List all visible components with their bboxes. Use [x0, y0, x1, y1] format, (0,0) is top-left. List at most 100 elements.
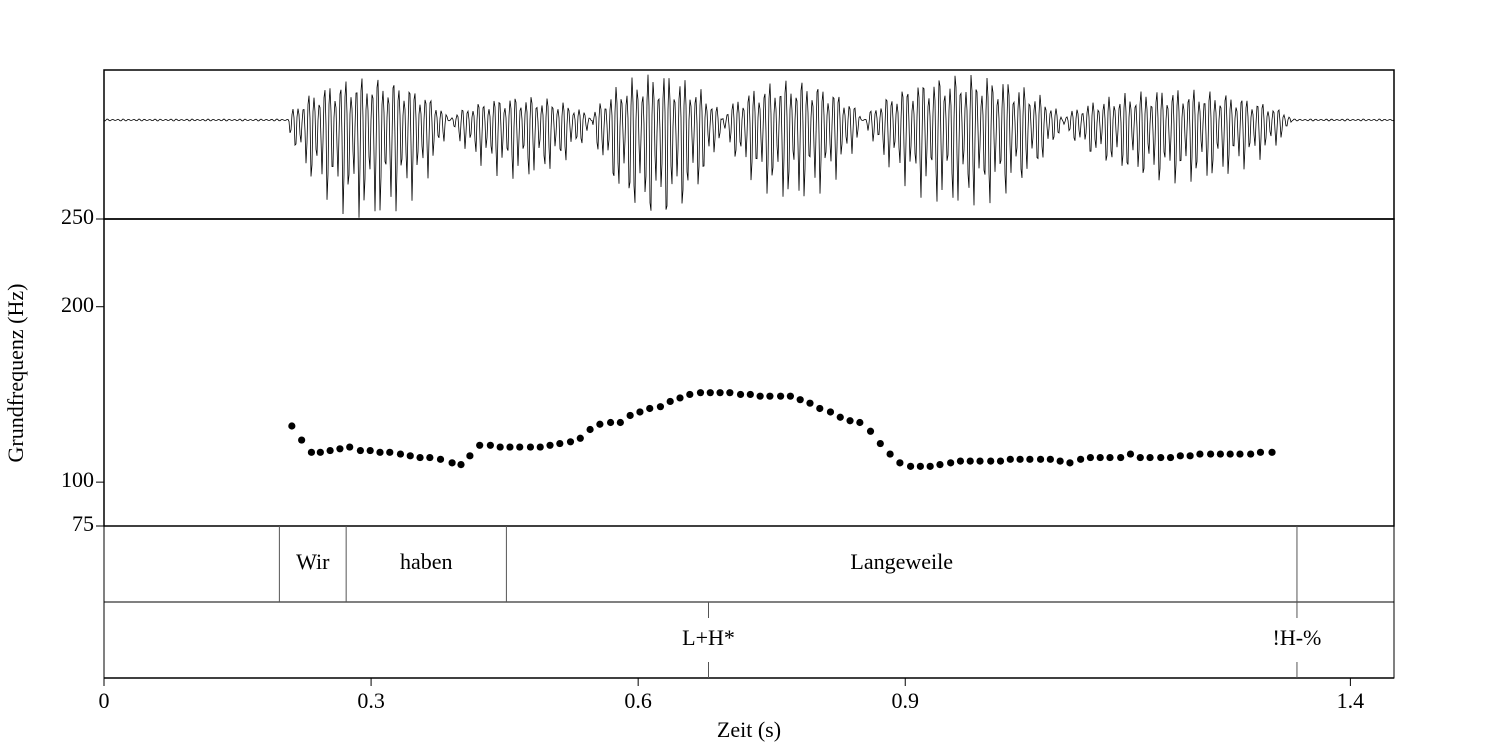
x-axis-label: Zeit (s)	[717, 717, 781, 742]
pitch-frame	[103, 218, 1395, 527]
waveform-frame	[103, 69, 1395, 220]
pitch-point	[356, 446, 364, 455]
pitch-point	[706, 389, 714, 397]
pitch-point	[1006, 455, 1014, 463]
pitch-point	[316, 448, 324, 456]
pitch-point	[786, 392, 794, 400]
pitch-point	[636, 408, 644, 416]
pitch-point	[1247, 450, 1255, 458]
pitch-point	[777, 392, 785, 400]
y-tick-label: 250	[61, 204, 94, 229]
pitch-point	[666, 397, 674, 406]
pitch-point	[846, 417, 854, 425]
pitch-point	[448, 459, 456, 467]
pitch-point	[1207, 450, 1215, 458]
pitch-point	[406, 452, 414, 460]
pitch-point	[346, 443, 354, 451]
pitch-point	[1096, 453, 1104, 462]
pitch-point	[906, 462, 915, 470]
pitch-point	[426, 453, 434, 462]
pitch-point	[766, 392, 774, 400]
x-tick-label: 0.6	[624, 688, 652, 713]
pitch-point	[546, 441, 554, 449]
pitch-point	[336, 445, 344, 453]
pitch-point	[596, 420, 604, 428]
pitch-point	[947, 459, 955, 467]
pitch-point	[916, 462, 924, 470]
pitch-point	[756, 392, 764, 400]
pitch-point	[386, 448, 394, 456]
word-label: Wir	[296, 549, 330, 574]
pitch-point	[1026, 455, 1034, 463]
pitch-point	[686, 390, 694, 399]
pitch-point	[1086, 453, 1095, 462]
pitch-point	[826, 408, 835, 416]
pitch-point	[726, 389, 734, 397]
y-axis-label: Grundfrequenz (Hz)	[3, 284, 28, 463]
pitch-point	[836, 413, 844, 421]
pitch-point	[556, 439, 564, 448]
y-tick-label: 100	[61, 467, 94, 492]
pitch-point	[1157, 453, 1165, 462]
pitch-point	[1216, 450, 1224, 458]
pitch-point	[516, 443, 524, 451]
pitch-point	[886, 450, 894, 458]
word-label: haben	[400, 549, 453, 574]
pitch-point	[416, 453, 424, 462]
pitch-point	[616, 418, 624, 427]
pitch-point	[1036, 455, 1045, 463]
pitch-point	[896, 459, 904, 467]
tone-tier-frame	[103, 601, 1395, 679]
pitch-point	[1196, 450, 1204, 458]
pitch-point	[1066, 459, 1074, 467]
pitch-point	[1126, 450, 1135, 458]
pitch-point	[1176, 452, 1184, 460]
pitch-point	[987, 457, 995, 465]
tone-label: !H-%	[1273, 625, 1322, 650]
pitch-point	[436, 455, 445, 463]
tone-label: L+H*	[682, 625, 735, 650]
pitch-point	[376, 448, 384, 456]
pitch-point	[326, 446, 334, 455]
pitch-point	[288, 422, 296, 430]
pitch-point	[626, 411, 634, 420]
y-tick-label: 200	[61, 292, 94, 317]
word-label: Langeweile	[850, 549, 953, 574]
pitch-point	[1236, 450, 1244, 458]
pitch-point	[1056, 457, 1064, 465]
pitch-point	[796, 396, 804, 404]
pitch-point	[1077, 455, 1085, 463]
pitch-point	[956, 457, 965, 465]
pitch-point	[457, 461, 465, 469]
pitch-point	[936, 461, 944, 469]
pitch-point	[816, 404, 824, 413]
pitch-point	[656, 403, 665, 411]
pitch-point	[856, 418, 864, 427]
pitch-point	[536, 443, 544, 451]
waveform	[103, 74, 1395, 218]
x-tick-label: 1.4	[1337, 688, 1365, 713]
pitch-point	[1106, 453, 1114, 462]
pitch-point	[976, 457, 984, 465]
pitch-point	[736, 390, 745, 399]
pitch-point	[1146, 453, 1154, 462]
pitch-point	[1117, 453, 1125, 462]
pitch-point	[966, 457, 974, 465]
pitch-point	[1166, 453, 1175, 462]
pitch-point	[496, 443, 504, 451]
pitch-point	[1046, 455, 1054, 463]
pitch-point	[716, 389, 724, 397]
pitch-point	[676, 394, 684, 402]
pitch-point	[1136, 453, 1144, 462]
pitch-point	[806, 399, 814, 407]
pitch-point	[298, 436, 306, 444]
pitch-point	[466, 452, 474, 460]
pitch-point	[926, 462, 934, 470]
pitch-point	[566, 438, 575, 446]
pitch-point	[646, 404, 654, 413]
pitch-point	[1186, 452, 1194, 460]
pitch-point	[576, 434, 584, 442]
pitch-point	[606, 418, 615, 427]
pitch-point	[746, 390, 754, 399]
pitch-point	[696, 389, 705, 397]
